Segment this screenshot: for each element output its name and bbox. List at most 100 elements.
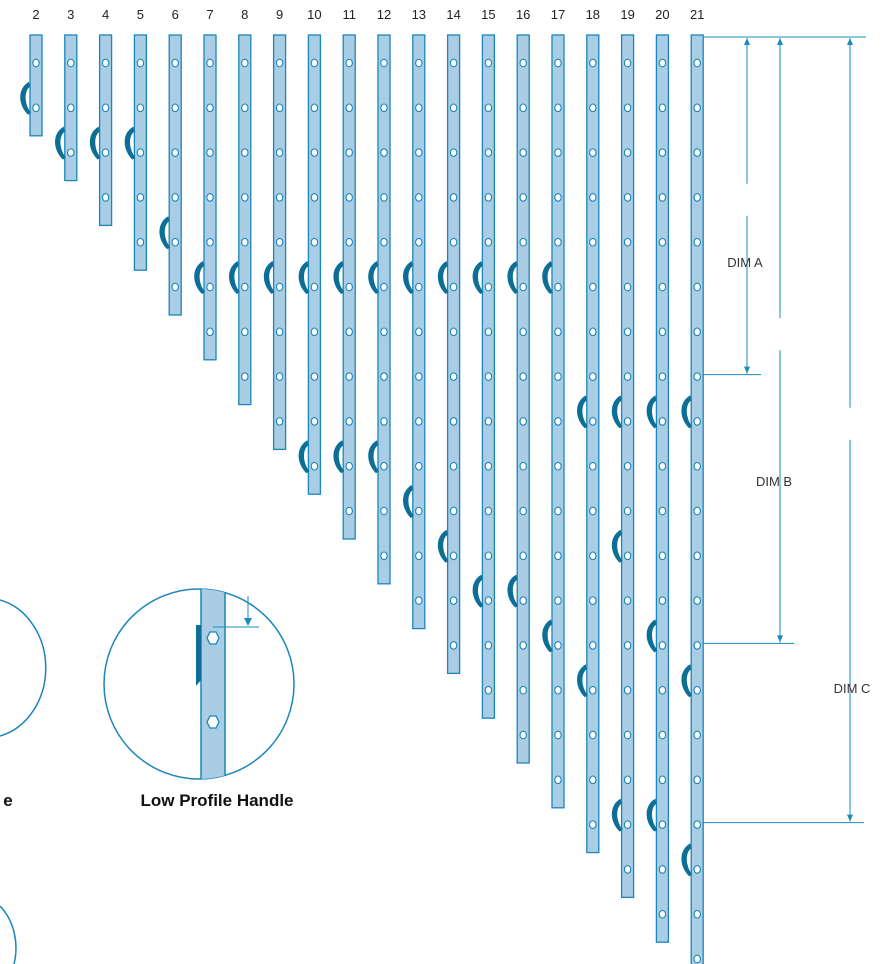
rail-hole xyxy=(554,282,562,292)
rail-hole xyxy=(275,372,284,381)
rail-6 xyxy=(159,34,182,316)
rail-bar xyxy=(446,34,461,675)
rail-hole xyxy=(380,372,388,381)
rail-handle xyxy=(89,126,101,160)
rail-hole xyxy=(554,58,562,68)
rail-hole xyxy=(275,148,284,157)
left-detail-circle-partial-lower xyxy=(0,905,17,964)
rail-5 xyxy=(124,34,148,271)
rail-hole xyxy=(241,193,249,202)
rail-handle xyxy=(507,574,519,608)
rail-hole xyxy=(415,282,423,292)
rail-hole xyxy=(415,551,423,561)
rail-hole xyxy=(554,730,562,740)
rail-hole xyxy=(658,417,667,426)
rail-bar xyxy=(377,34,391,585)
rail-hole xyxy=(589,237,597,247)
rail-hole xyxy=(519,641,527,650)
rail-hole xyxy=(693,237,701,247)
rail-handle xyxy=(124,126,136,160)
rail-hole xyxy=(623,730,632,740)
rail-hole xyxy=(275,417,284,426)
rail-hole xyxy=(380,193,388,202)
rail-hole xyxy=(136,148,145,157)
column-label-12: 12 xyxy=(377,7,391,22)
rail-hole xyxy=(345,506,353,516)
dim-b-label: DIM B xyxy=(756,474,792,489)
rail-hole xyxy=(449,417,458,426)
rail-hole xyxy=(589,148,597,157)
column-label-13: 13 xyxy=(412,7,426,22)
rail-hole xyxy=(345,282,353,292)
rail-handle xyxy=(646,395,658,429)
rail-hole xyxy=(380,237,388,247)
detail-hex-hole-bottom xyxy=(206,715,220,729)
detail-dim-arrowhead xyxy=(244,618,252,626)
rail-hole xyxy=(206,148,214,157)
rail-hole xyxy=(415,372,423,381)
rail-hole xyxy=(136,58,145,68)
rail-hole xyxy=(310,237,319,247)
rail-hole xyxy=(206,282,214,292)
rail-hole xyxy=(484,372,493,381)
column-label-20: 20 xyxy=(655,7,669,22)
rail-hole xyxy=(693,103,701,113)
rail-hole xyxy=(589,193,597,202)
rail-hole xyxy=(484,461,493,471)
rail-19 xyxy=(611,34,635,899)
rail-hole xyxy=(67,58,75,68)
rail-hole xyxy=(484,596,493,605)
rail-hole xyxy=(589,551,597,561)
rail-hole xyxy=(449,461,458,471)
rail-hole xyxy=(275,58,284,68)
dim-c-label: DIM C xyxy=(834,681,871,696)
rail-hole xyxy=(519,103,527,113)
rail-handle xyxy=(333,440,345,474)
rail-20 xyxy=(646,34,670,943)
column-label-16: 16 xyxy=(516,7,530,22)
rail-hole xyxy=(310,327,319,337)
rail-hole xyxy=(345,148,353,157)
rail-hole xyxy=(67,148,75,157)
rail-hole xyxy=(658,551,667,561)
rail-hole xyxy=(101,103,110,113)
rail-hole xyxy=(449,193,458,202)
rail-hole xyxy=(519,506,527,516)
rail-11 xyxy=(333,34,356,540)
rail-handle xyxy=(298,261,310,294)
rail-hole xyxy=(623,820,632,829)
rail-hole xyxy=(345,58,353,68)
rail-8 xyxy=(229,34,252,406)
rail-hole xyxy=(310,148,319,157)
column-label-15: 15 xyxy=(481,7,495,22)
rail-hole xyxy=(623,193,632,202)
rail-hole xyxy=(693,954,701,964)
rail-hole xyxy=(67,103,75,113)
rail-hole xyxy=(206,103,214,113)
rail-hole xyxy=(380,417,388,426)
rail-21 xyxy=(681,34,704,964)
rail-hole xyxy=(623,237,632,247)
rail-hole xyxy=(345,193,353,202)
rail-handle xyxy=(681,843,693,877)
rail-hole xyxy=(241,282,249,292)
rail-hole xyxy=(623,775,632,785)
rail-hole xyxy=(658,506,667,516)
rail-handle xyxy=(646,798,658,832)
rail-bar xyxy=(586,34,600,854)
rail-hole xyxy=(101,193,110,202)
rail-hole xyxy=(206,58,214,68)
rail-hole xyxy=(623,865,632,874)
rail-hole xyxy=(658,820,667,829)
dim-a-arrow-top xyxy=(744,38,750,45)
rail-hole xyxy=(206,237,214,247)
rail-hole xyxy=(415,103,423,113)
rail-hole xyxy=(658,193,667,202)
rail-hole xyxy=(484,58,493,68)
rail-hole xyxy=(623,551,632,561)
rail-hole xyxy=(310,103,319,113)
rail-hole xyxy=(658,103,667,113)
rail-bar xyxy=(690,34,704,964)
rail-hole xyxy=(380,103,388,113)
rail-hole xyxy=(380,148,388,157)
